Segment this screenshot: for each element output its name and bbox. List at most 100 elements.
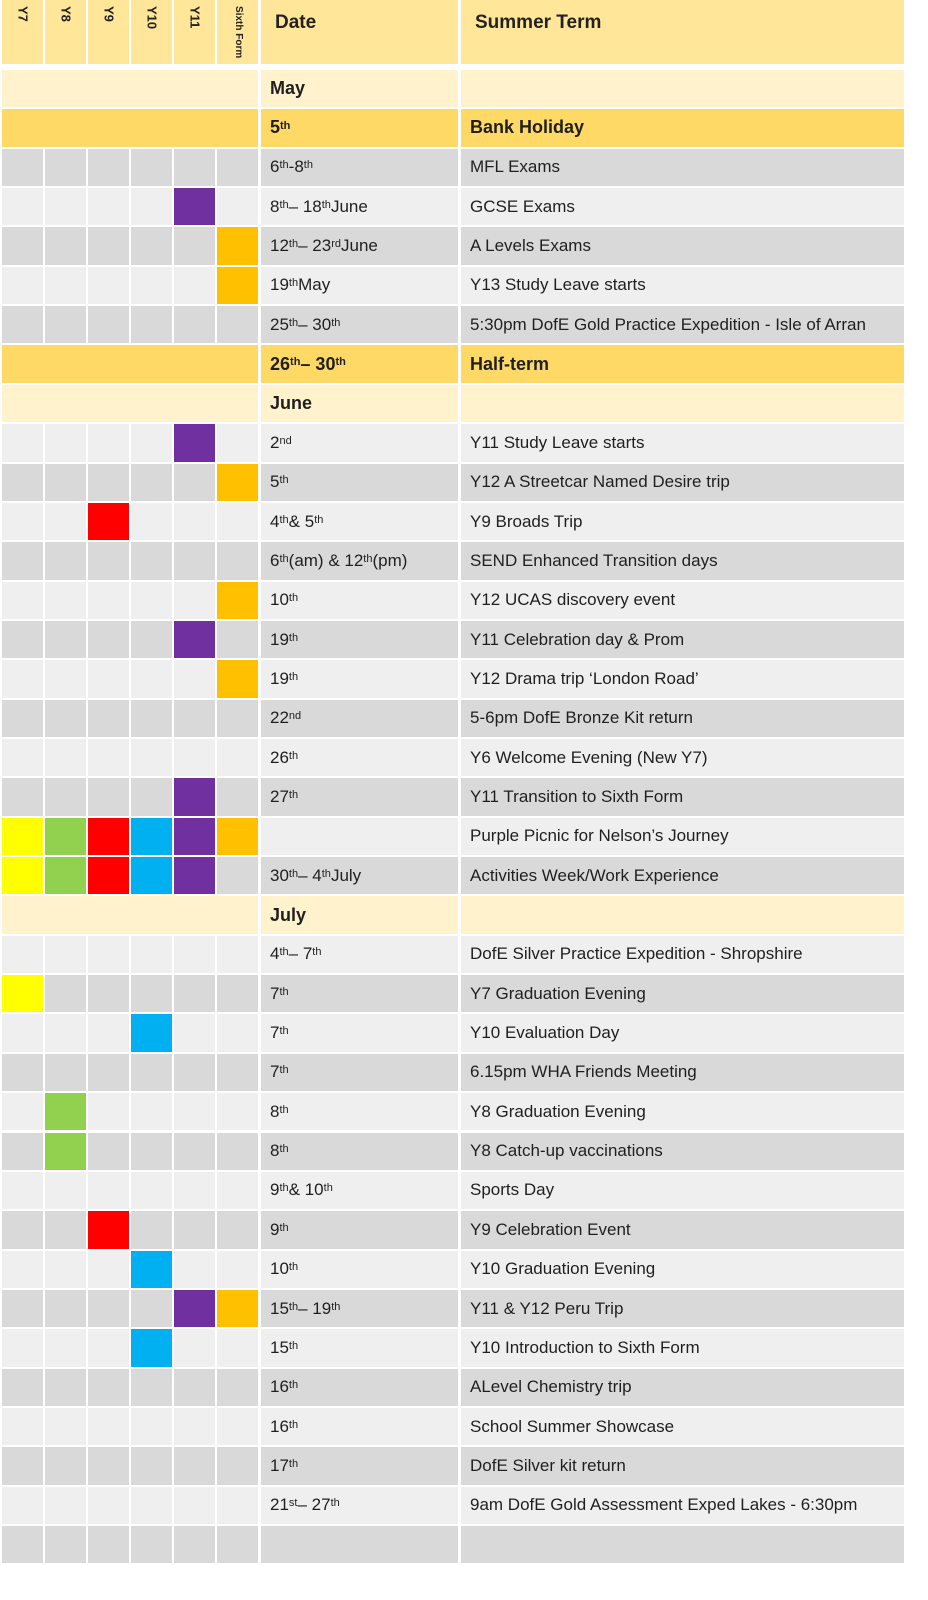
- year-cell: [131, 699, 172, 737]
- event-name: Y10 Evaluation Day: [461, 1014, 904, 1052]
- event-text: Y10 Introduction to Sixth Form: [470, 1337, 700, 1357]
- event-text: 9am DofE Gold Assessment Exped Lakes - 6…: [470, 1495, 858, 1515]
- year-cell: [174, 1250, 215, 1288]
- event-text: Y12 UCAS discovery event: [470, 590, 676, 610]
- event-text: Y9 Celebration Event: [470, 1219, 631, 1239]
- event-date: [261, 817, 458, 855]
- event-name: Y12 A Streetcar Named Desire trip: [461, 463, 904, 501]
- year-cell: [88, 778, 129, 816]
- year-marker-y10: [131, 1014, 172, 1052]
- year-cell: [2, 1486, 43, 1524]
- header-year-y11: Y11: [174, 0, 215, 64]
- year-cell: [45, 1526, 86, 1564]
- header-date-label: Date: [261, 0, 458, 64]
- year-cell: [174, 1368, 215, 1406]
- year-cell: [174, 306, 215, 344]
- year-cell: [217, 502, 258, 541]
- event-text: [461, 1526, 904, 1563]
- year-cell: [45, 581, 86, 619]
- year-marker-y7: [2, 975, 43, 1013]
- event-text: 6.15pm WHA Friends Meeting: [470, 1062, 697, 1082]
- year-cell: [131, 266, 172, 305]
- event-name: School Summer Showcase: [461, 1407, 904, 1446]
- year-cell: [131, 1486, 172, 1524]
- event-name: ALevel Chemistry trip: [461, 1368, 904, 1406]
- year-cell: [217, 1486, 258, 1524]
- year-cell: [45, 502, 86, 541]
- year-cell: [174, 1171, 215, 1210]
- year-cell: [45, 778, 86, 816]
- year-cell: [45, 1486, 86, 1524]
- year-cell: [88, 306, 129, 344]
- year-cell: [2, 1250, 43, 1288]
- year-cell: [2, 266, 43, 305]
- year-cell: [174, 463, 215, 501]
- event-name: Y11 Study Leave starts: [461, 424, 904, 462]
- year-cell: [217, 542, 258, 580]
- year-cell: [217, 1053, 258, 1092]
- year-cell: [88, 1368, 129, 1406]
- event-text: DofE Silver Practice Expedition - Shrops…: [470, 944, 803, 964]
- year-cell: [2, 1093, 43, 1131]
- date-text: June: [270, 392, 313, 413]
- year-cell: [131, 1093, 172, 1131]
- month-name: July: [261, 896, 458, 934]
- year-cell: [131, 975, 172, 1013]
- year-cell: [45, 542, 86, 580]
- year-cell: [2, 227, 43, 265]
- event-name: Y9 Broads Trip: [461, 502, 904, 541]
- year-cell: [174, 1014, 215, 1052]
- year-cell: [131, 1132, 172, 1170]
- year-cell: [2, 542, 43, 580]
- year-marker-sixth-form: [217, 463, 258, 501]
- event-name: Y10 Graduation Evening: [461, 1250, 904, 1288]
- year-cell: [88, 1093, 129, 1131]
- year-marker-y8: [45, 857, 86, 895]
- year-cell: [45, 1053, 86, 1092]
- year-cell: [2, 739, 43, 777]
- year-cell: [88, 463, 129, 501]
- event-text: MFL Exams: [470, 157, 561, 177]
- year-cell: [174, 1486, 215, 1524]
- year-cell: [217, 857, 258, 895]
- event-text: Sports Day: [470, 1180, 555, 1200]
- year-cell: [174, 148, 215, 187]
- year-cell: [45, 739, 86, 777]
- event-name: Y8 Catch-up vaccinations: [461, 1132, 904, 1170]
- year-cell: [131, 227, 172, 265]
- year-cell: [88, 1447, 129, 1485]
- year-cell: [174, 1526, 215, 1564]
- year-cell: [88, 1171, 129, 1210]
- event-name: Y9 Celebration Event: [461, 1211, 904, 1249]
- year-marker-sixth-form: [217, 660, 258, 698]
- year-cell: [131, 1447, 172, 1485]
- year-cell: [217, 1211, 258, 1249]
- event-text: Y10 Evaluation Day: [470, 1023, 620, 1043]
- year-cell: [131, 1289, 172, 1328]
